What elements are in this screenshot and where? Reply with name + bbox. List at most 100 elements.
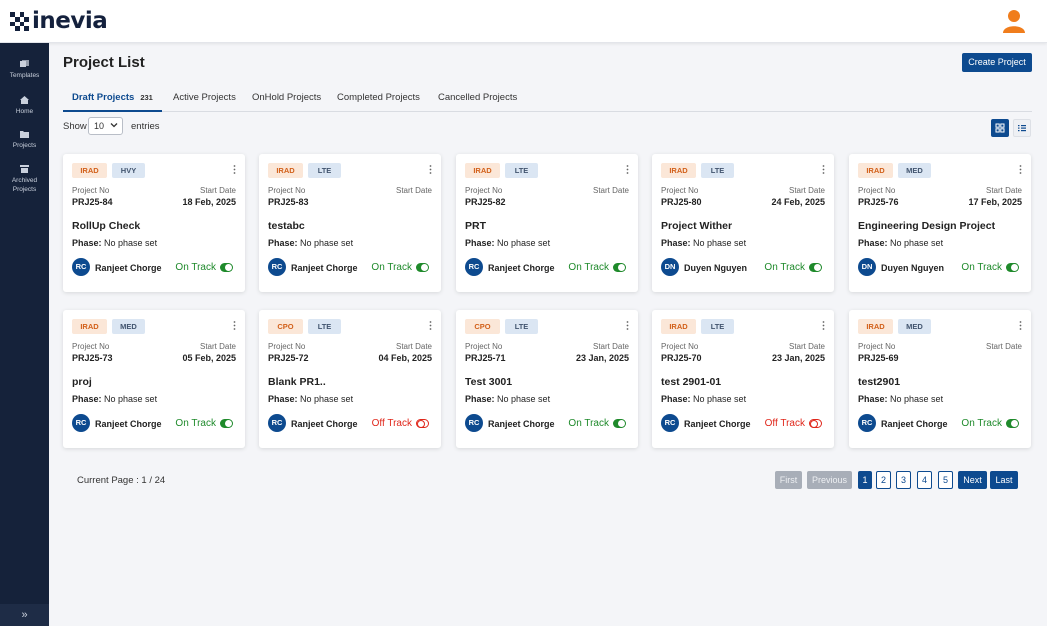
project-name[interactable]: test 2901-01 [661, 376, 722, 388]
templates-icon [20, 60, 29, 67]
owner-avatar: RC [465, 258, 483, 276]
grid-view-button[interactable] [991, 119, 1009, 137]
more-options-icon[interactable] [1019, 321, 1022, 330]
start-date-label: Start Date [395, 342, 432, 351]
more-options-icon[interactable] [822, 321, 825, 330]
sidebar-expand-button[interactable]: » [0, 604, 49, 626]
project-card[interactable]: IRAD LTE Project No Start Date PRJ25-80 … [652, 154, 834, 292]
sidebar-item-templates[interactable]: Templates [0, 60, 49, 80]
status-label: On Track [961, 262, 1002, 273]
first-page-button[interactable]: First [775, 471, 802, 489]
more-options-icon[interactable] [626, 165, 629, 174]
project-no-value: PRJ25-72 [268, 353, 309, 363]
project-name[interactable]: Test 3001 [465, 376, 513, 388]
project-no-value: PRJ25-69 [858, 353, 899, 363]
page-button-5[interactable]: 5 [938, 471, 953, 489]
owner-name: Duyen Nguyen [881, 263, 945, 273]
home-icon [20, 96, 29, 104]
more-options-icon[interactable] [822, 165, 825, 174]
project-name[interactable]: testabc [268, 220, 305, 232]
user-avatar-icon[interactable] [1002, 9, 1026, 33]
category-badge: IRAD [465, 163, 500, 178]
project-tabs: Draft Projects 231 Active Projects OnHold… [63, 86, 1032, 112]
page-button-4[interactable]: 4 [917, 471, 932, 489]
project-name[interactable]: Engineering Design Project [858, 220, 996, 232]
more-options-icon[interactable] [233, 321, 236, 330]
status-toggle[interactable] [613, 263, 626, 272]
status-label: On Track [175, 262, 216, 273]
project-phase: Phase: No phase set [72, 394, 157, 404]
project-no-label: Project No [858, 342, 896, 351]
size-badge: MED [112, 319, 145, 334]
start-date-label: Start Date [788, 342, 825, 351]
app-logo[interactable]: inevia [10, 8, 108, 34]
status-label: On Track [371, 262, 412, 273]
last-page-button[interactable]: Last [990, 471, 1018, 489]
status-toggle[interactable] [1006, 419, 1019, 428]
tab-onhold-projects[interactable]: OnHold Projects [252, 92, 322, 103]
next-page-button[interactable]: Next [958, 471, 987, 489]
logo-text: inevia [32, 8, 108, 34]
status-label: Off Track [371, 418, 412, 429]
page-button-3[interactable]: 3 [896, 471, 911, 489]
project-card[interactable]: CPO LTE Project No Start Date PRJ25-72 0… [259, 310, 441, 448]
phase-value: No phase set [497, 238, 551, 248]
project-card[interactable]: CPO LTE Project No Start Date PRJ25-71 2… [456, 310, 638, 448]
page-button-1[interactable]: 1 [858, 471, 872, 489]
status-toggle[interactable] [1006, 263, 1019, 272]
tab-draft-projects[interactable]: Draft Projects 231 [63, 86, 162, 112]
status-toggle[interactable] [220, 419, 233, 428]
project-card[interactable]: IRAD MED Project No Start Date PRJ25-69 … [849, 310, 1031, 448]
page-button-2[interactable]: 2 [876, 471, 891, 489]
phase-label: Phase: [858, 238, 888, 248]
phase-label: Phase: [72, 394, 102, 404]
status-toggle[interactable] [416, 263, 429, 272]
size-badge: LTE [308, 319, 341, 334]
size-badge: LTE [505, 319, 538, 334]
size-badge: LTE [308, 163, 341, 178]
status-label: Off Track [764, 418, 805, 429]
more-options-icon[interactable] [429, 165, 432, 174]
project-no-value: PRJ25-71 [465, 353, 506, 363]
project-card[interactable]: IRAD MED Project No Start Date PRJ25-73 … [63, 310, 245, 448]
category-badge: IRAD [858, 319, 893, 334]
size-badge: LTE [701, 319, 734, 334]
project-phase: Phase: No phase set [661, 394, 746, 404]
tab-active-projects[interactable]: Active Projects [173, 92, 236, 103]
project-name[interactable]: Blank PR1.. [268, 376, 326, 388]
sidebar-item-home[interactable]: Home [0, 96, 49, 116]
project-name[interactable]: proj [72, 376, 92, 388]
more-options-icon[interactable] [626, 321, 629, 330]
sidebar-item-projects[interactable]: Projects [0, 130, 49, 150]
project-card[interactable]: IRAD LTE Project No Start Date PRJ25-82 … [456, 154, 638, 292]
status-toggle[interactable] [809, 419, 822, 428]
more-options-icon[interactable] [1019, 165, 1022, 174]
tab-completed-projects[interactable]: Completed Projects [337, 92, 420, 103]
tab-cancelled-projects[interactable]: Cancelled Projects [438, 92, 518, 103]
status-toggle[interactable] [416, 419, 429, 428]
sidebar-item-archived-projects[interactable]: Archived Projects [0, 165, 49, 194]
project-name[interactable]: PRT [465, 220, 486, 232]
project-card[interactable]: IRAD HVY Project No Start Date PRJ25-84 … [63, 154, 245, 292]
previous-page-button[interactable]: Previous [807, 471, 852, 489]
project-name[interactable]: test2901 [858, 376, 901, 388]
status-toggle[interactable] [613, 419, 626, 428]
project-name[interactable]: Project Wither [661, 220, 733, 232]
project-card[interactable]: IRAD LTE Project No Start Date PRJ25-70 … [652, 310, 834, 448]
phase-label: Phase: [858, 394, 888, 404]
status-toggle[interactable] [220, 263, 233, 272]
project-card[interactable]: IRAD MED Project No Start Date PRJ25-76 … [849, 154, 1031, 292]
status-toggle[interactable] [809, 263, 822, 272]
category-badge: IRAD [72, 319, 107, 334]
project-card[interactable]: IRAD LTE Project No Start Date PRJ25-83 … [259, 154, 441, 292]
project-name[interactable]: RollUp Check [72, 220, 141, 232]
more-options-icon[interactable] [233, 165, 236, 174]
create-project-button[interactable]: Create Project [962, 53, 1032, 72]
start-date-label: Start Date [592, 342, 629, 351]
project-no-value: PRJ25-70 [661, 353, 702, 363]
tab-label: Draft Projects [72, 92, 135, 103]
entries-select[interactable]: 10 [88, 117, 123, 135]
list-view-button[interactable] [1013, 119, 1031, 137]
more-options-icon[interactable] [429, 321, 432, 330]
owner-name: Ranjeet Chorge [291, 263, 358, 273]
